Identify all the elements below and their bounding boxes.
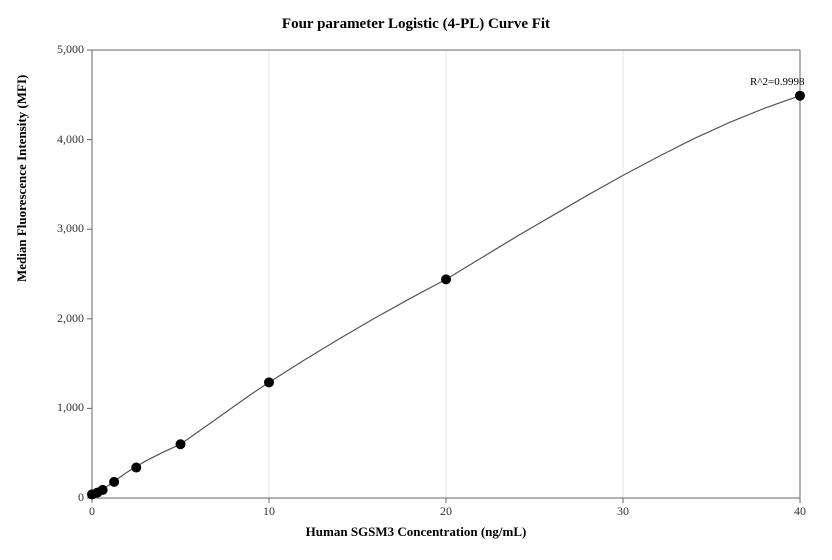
y-tick-label: 2,000	[34, 311, 84, 326]
x-tick-label: 20	[426, 504, 466, 519]
y-axis-label: Median Fluorescence Intensity (MFI)	[14, 262, 30, 282]
chart-title: Four parameter Logistic (4-PL) Curve Fit	[0, 16, 832, 33]
y-tick-label: 5,000	[34, 42, 84, 57]
y-tick-label: 1,000	[34, 400, 84, 415]
x-axis-label: Human SGSM3 Concentration (ng/mL)	[0, 524, 832, 540]
x-tick-label: 40	[780, 504, 820, 519]
r-squared-annotation: R^2=0.9998	[750, 76, 804, 88]
y-tick-label: 4,000	[34, 132, 84, 147]
x-tick-label: 0	[72, 504, 112, 519]
chart-svg	[0, 0, 832, 560]
x-tick-label: 30	[603, 504, 643, 519]
y-tick-label: 0	[34, 490, 84, 505]
x-tick-label: 10	[249, 504, 289, 519]
y-tick-label: 3,000	[34, 221, 84, 236]
chart-container: Four parameter Logistic (4-PL) Curve Fit…	[0, 0, 832, 560]
